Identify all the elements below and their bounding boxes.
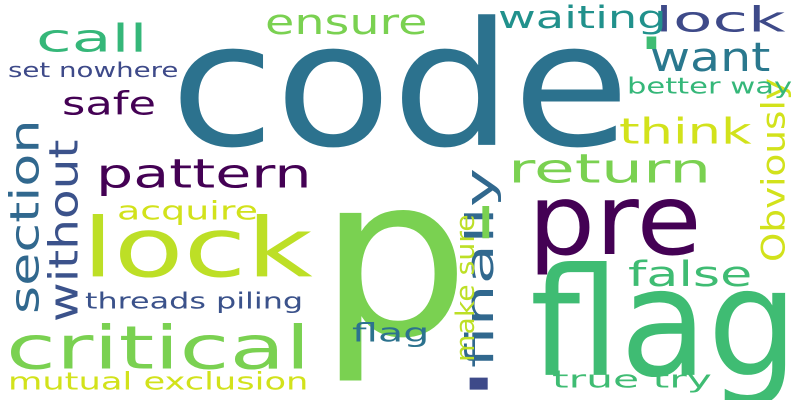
word-code: code bbox=[170, 0, 630, 186]
word-pipe-2: | bbox=[442, 375, 516, 390]
word-safe: safe bbox=[62, 85, 157, 123]
word-p: p bbox=[318, 129, 470, 388]
word-return: return bbox=[508, 146, 712, 193]
word-want: want bbox=[650, 35, 771, 81]
word-ensure: ensure bbox=[265, 2, 428, 43]
word-waiting: waiting bbox=[498, 0, 667, 36]
word-pattern: pattern bbox=[96, 151, 312, 198]
word-section: section bbox=[2, 119, 49, 314]
word-flag-small: flag bbox=[352, 317, 430, 348]
word-pre: pre bbox=[528, 164, 702, 278]
word-call: call bbox=[36, 17, 148, 61]
word-obviously: Obviously bbox=[754, 78, 793, 262]
word-set-nowhere: set nowhere bbox=[8, 58, 179, 82]
word-threads-piling: threads piling bbox=[85, 287, 304, 315]
word-think: think bbox=[619, 111, 752, 153]
word-without: without bbox=[41, 139, 88, 322]
word-better-way: better way bbox=[627, 72, 793, 100]
word-mutual-exclusion: mutual exclusion bbox=[8, 368, 309, 396]
word-pipe-1: | bbox=[632, 34, 671, 49]
word-true-try: true try bbox=[552, 366, 712, 394]
word-flag-large: flag bbox=[530, 235, 799, 400]
word-acquire: acquire bbox=[117, 195, 258, 226]
word-false: false bbox=[628, 254, 753, 295]
word-pipe-3: | bbox=[472, 203, 500, 240]
word-lock-small: lock bbox=[655, 0, 786, 40]
word-lock-large: lock bbox=[82, 200, 313, 297]
word-critical: critical bbox=[6, 312, 311, 383]
